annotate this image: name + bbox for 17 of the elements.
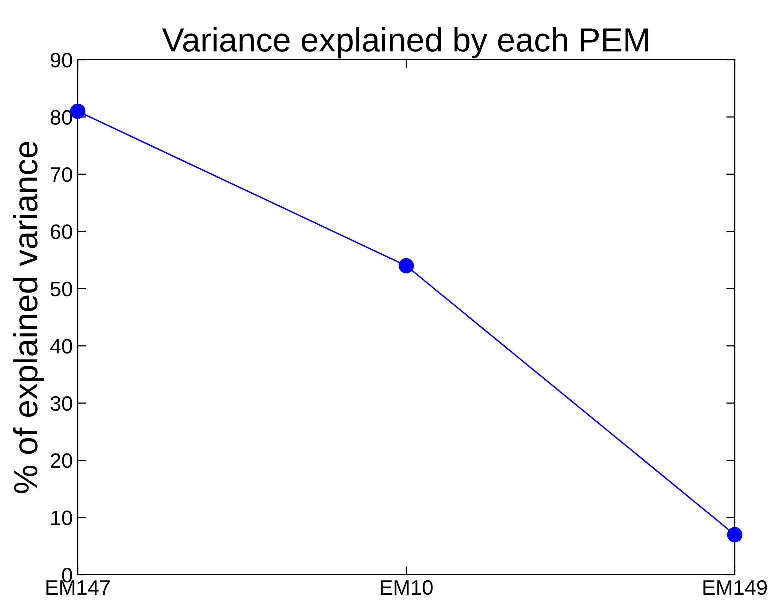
y-tick-label: 70 [51,167,72,182]
point [398,258,414,274]
y-tick-label: 0 [62,568,72,583]
x-tick-label: EM149 [704,580,768,596]
chart-title: Variance explained by each PEM [162,28,648,59]
y-tick-label: 10 [52,510,72,526]
y-tick-label: 90 [50,53,72,68]
y-tick-label: 60 [51,224,72,240]
y-tick-label: 80 [50,110,72,125]
y-tick-label: 30 [50,396,72,412]
point [727,527,743,543]
y-axis-title: % of explained variance [13,142,44,494]
x-tick-label: EM10 [381,580,433,596]
x-tick-label: EM147 [46,580,110,595]
y-tick-label: 20 [51,454,72,468]
y-tick-label: 50 [50,282,72,297]
y-tick-label: 40 [50,339,72,354]
